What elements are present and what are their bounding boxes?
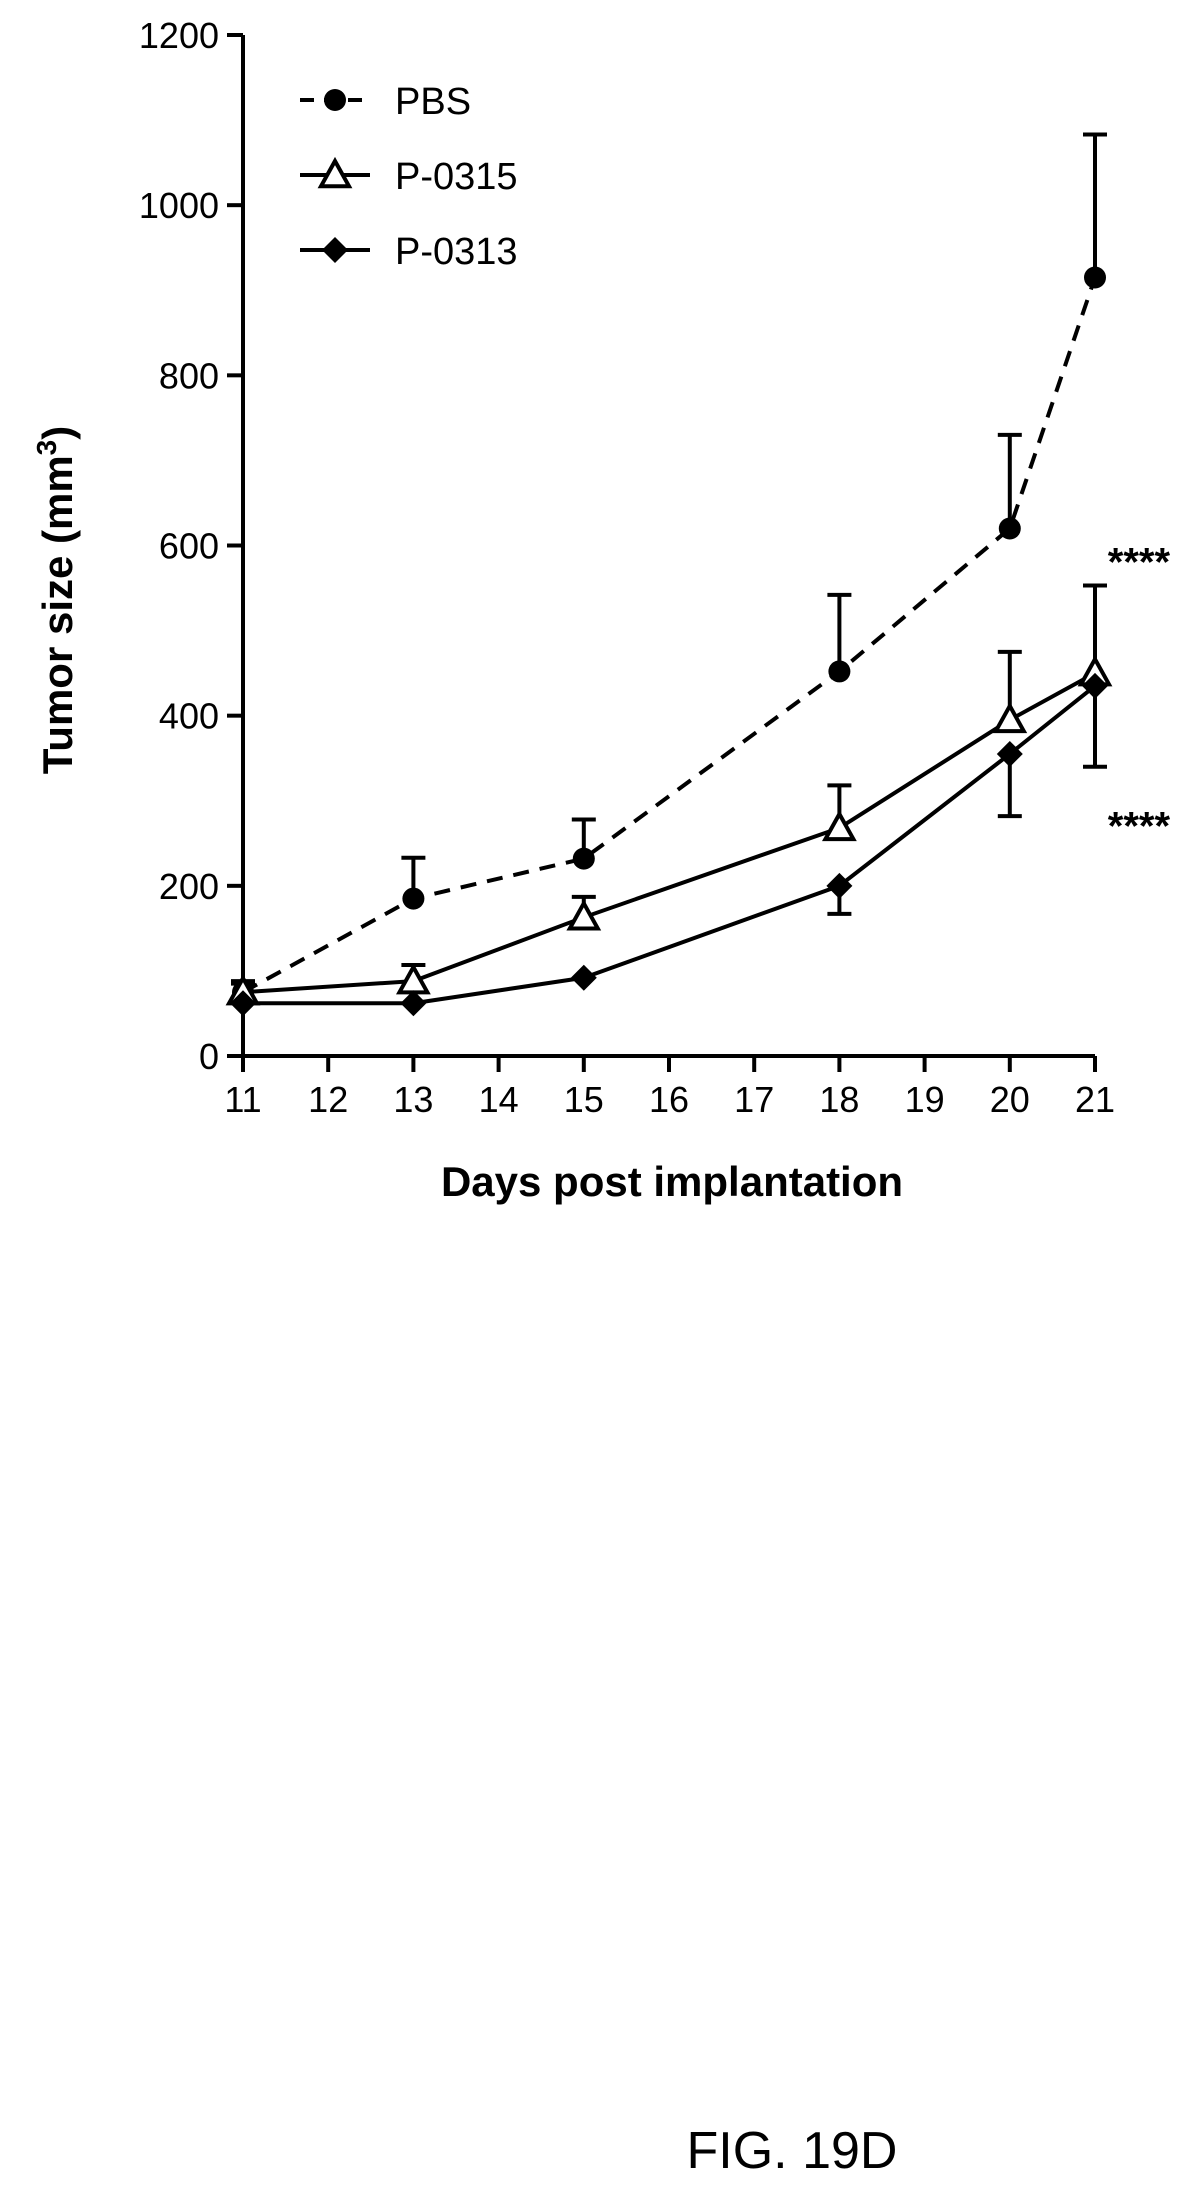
data-point xyxy=(400,990,427,1017)
figure-caption: FIG. 19D xyxy=(687,2122,898,2180)
data-point xyxy=(402,887,425,910)
y-axis-title-close: ) xyxy=(34,426,81,440)
series-line xyxy=(243,684,1097,1006)
data-point xyxy=(992,701,1028,734)
data-point xyxy=(396,963,431,995)
x-tick-label: 18 xyxy=(819,1079,859,1120)
chart-axes: 0 200 400 600 800 1000 1200 11 12 13 14 15 16 17 18 19 2… xyxy=(139,15,1115,1120)
y-axis-title: Tumor size (mm3) xyxy=(31,426,81,775)
series-lines xyxy=(242,276,1097,1006)
data-point xyxy=(572,847,595,870)
y-axis-title-main: Tumor size (mm xyxy=(34,455,81,774)
y-tick-label: 400 xyxy=(159,696,219,737)
x-axis-title: Days post implantation xyxy=(441,1158,903,1205)
legend-swatch-marker xyxy=(322,237,348,263)
x-tick-label: 15 xyxy=(564,1079,604,1120)
data-point xyxy=(998,517,1021,540)
y-tick-label: 600 xyxy=(159,526,219,567)
x-tick-label: 12 xyxy=(308,1079,348,1120)
y-tick-label: 800 xyxy=(159,355,219,396)
series-line xyxy=(242,276,1097,994)
data-point xyxy=(570,964,597,991)
data-point xyxy=(826,872,853,899)
data-point xyxy=(566,899,602,931)
series-markers xyxy=(225,266,1113,1017)
legend-swatch-marker xyxy=(317,156,353,189)
legend-label: PBS xyxy=(395,81,471,123)
legend-label: P-0315 xyxy=(395,156,518,198)
significance-annotations: **** **** xyxy=(1108,541,1171,849)
x-tick-label: 20 xyxy=(990,1079,1030,1120)
x-tick-label: 11 xyxy=(224,1079,261,1120)
significance-label: **** xyxy=(1108,804,1171,848)
x-tick-label: 17 xyxy=(734,1079,774,1120)
series-line xyxy=(242,671,1096,995)
data-point xyxy=(230,990,256,1017)
error-bars xyxy=(231,132,1107,993)
legend: PBS P-0315 P-0313 xyxy=(300,81,518,273)
data-point xyxy=(996,740,1023,767)
y-tick-label: 1000 xyxy=(139,185,219,226)
data-point xyxy=(1084,266,1106,289)
y-tick-label: 1200 xyxy=(139,15,219,56)
x-tick-label: 13 xyxy=(393,1079,433,1120)
y-tick-label: 200 xyxy=(159,866,219,907)
x-tick-label: 19 xyxy=(905,1079,945,1120)
x-tick-label: 21 xyxy=(1075,1079,1115,1120)
x-tick-label: 16 xyxy=(649,1079,689,1120)
y-tick-label: 0 xyxy=(199,1036,219,1077)
significance-label: **** xyxy=(1108,541,1171,585)
legend-label: P-0313 xyxy=(395,231,518,273)
data-point xyxy=(822,809,857,842)
data-point xyxy=(828,660,851,683)
data-point xyxy=(1082,672,1108,699)
x-tick-label: 14 xyxy=(479,1079,519,1120)
y-axis-title-superscript: 3 xyxy=(31,440,62,456)
legend-swatch-marker xyxy=(324,89,346,111)
